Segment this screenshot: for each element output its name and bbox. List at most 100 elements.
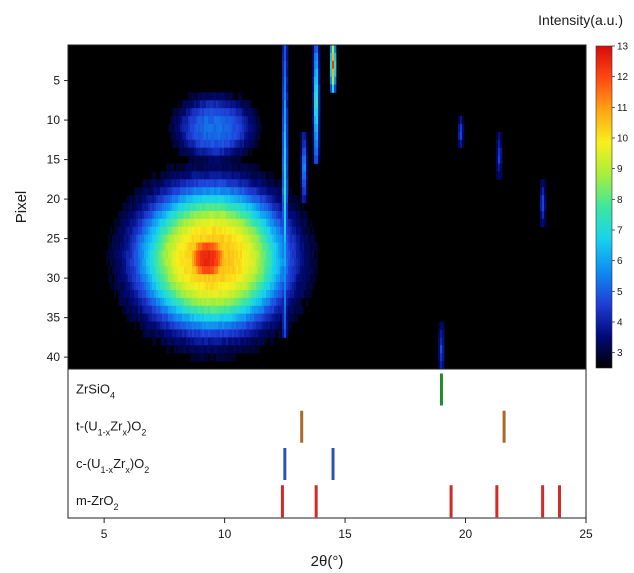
heatmap-cell — [242, 226, 245, 236]
heatmap-cell — [240, 131, 243, 141]
heatmap-cell — [158, 282, 161, 291]
heatmap-cell — [238, 226, 241, 236]
heatmap-cell — [300, 234, 303, 243]
heatmap-cell — [278, 234, 281, 243]
heatmap-cell — [156, 274, 159, 283]
heatmap-cell — [108, 234, 111, 243]
heatmap-cell — [126, 250, 129, 259]
heatmap-cell — [224, 266, 227, 275]
heatmap-cell — [208, 282, 211, 291]
heatmap-cell — [186, 329, 189, 338]
heatmap-cell — [234, 195, 237, 204]
heatmap-cell — [218, 139, 221, 149]
heatmap-cell — [206, 163, 209, 172]
heatmap-cell — [286, 100, 289, 109]
heatmap-cell — [148, 258, 151, 267]
heatmap-cell — [198, 345, 201, 354]
heatmap-cell — [146, 179, 149, 188]
heatmap-cell — [194, 353, 197, 362]
heatmap-cell — [206, 187, 209, 196]
heatmap-cell — [178, 266, 181, 275]
heatmap-cell — [180, 266, 183, 275]
heatmap-cell — [148, 179, 151, 188]
heatmap-cell — [246, 203, 249, 212]
heatmap-cell — [236, 116, 239, 125]
heatmap-cell — [210, 329, 213, 338]
heatmap-cell — [120, 218, 123, 228]
heatmap-cell — [222, 250, 225, 259]
heatmap-cell — [190, 289, 193, 299]
heatmap-cell — [160, 226, 163, 236]
heatmap-cell — [140, 187, 143, 196]
heatmap-cell — [308, 266, 311, 275]
heatmap-cell — [314, 52, 317, 62]
heatmap-cell — [200, 297, 203, 307]
heatmap-cell — [276, 258, 279, 267]
heatmap-cell — [264, 210, 267, 220]
heatmap-cell — [198, 218, 201, 228]
heatmap-cell — [542, 179, 545, 188]
heatmap-cell — [214, 195, 217, 204]
heatmap-cell — [116, 282, 119, 291]
colorbar-tick-label: 6 — [617, 256, 623, 267]
heatmap-cell — [112, 258, 115, 267]
phase-label: m-ZrO2 — [76, 493, 119, 512]
heatmap-cell — [230, 297, 233, 307]
heatmap-cell — [302, 203, 305, 212]
heatmap-cell — [496, 171, 499, 180]
heatmap-cell — [250, 242, 253, 251]
heatmap-cell — [172, 171, 175, 180]
heatmap-cell — [440, 329, 443, 338]
heatmap-cell — [462, 131, 465, 141]
heatmap-cell — [202, 329, 205, 338]
heatmap-cell — [284, 163, 287, 172]
heatmap-cell — [306, 218, 309, 228]
heatmap-cell — [214, 305, 217, 315]
heatmap-cell — [284, 282, 287, 291]
heatmap-cell — [242, 313, 245, 322]
heatmap-cell — [262, 274, 265, 283]
heatmap-cell — [196, 250, 199, 259]
heatmap-cell — [304, 226, 307, 236]
heatmap-cell — [218, 163, 221, 172]
heatmap-cell — [190, 234, 193, 243]
heatmap-cell — [134, 321, 137, 330]
heatmap-cell — [300, 171, 303, 180]
heatmap-cell — [194, 163, 197, 172]
heatmap-cell — [210, 195, 213, 204]
heatmap-cell — [248, 195, 251, 204]
heatmap-cell — [250, 313, 253, 322]
heatmap-cell — [174, 210, 177, 220]
heatmap-cell — [134, 266, 137, 275]
heatmap-cell — [262, 203, 265, 212]
heatmap-cell — [216, 258, 219, 267]
heatmap-cell — [162, 242, 165, 251]
heatmap-cell — [230, 179, 233, 188]
heatmap-cell — [288, 274, 291, 283]
heatmap-cell — [228, 282, 231, 291]
heatmap-cell — [226, 100, 229, 109]
heatmap-cell — [282, 289, 285, 299]
heatmap-cell — [226, 187, 229, 196]
heatmap-cell — [130, 234, 133, 243]
heatmap-cell — [172, 282, 175, 291]
heatmap-cell — [238, 116, 241, 125]
heatmap-cell — [208, 155, 211, 164]
heatmap-cell — [222, 131, 225, 141]
heatmap-cell — [306, 226, 309, 236]
heatmap-cell — [282, 266, 285, 275]
heatmap-cell — [254, 203, 257, 212]
heatmap-cell — [194, 337, 197, 346]
heatmap-cell — [252, 337, 255, 346]
heatmap-cell — [122, 274, 125, 283]
heatmap-cell — [220, 226, 223, 236]
heatmap-cell — [278, 195, 281, 204]
heatmap-cell — [204, 345, 207, 354]
heatmap-cell — [232, 345, 235, 354]
heatmap-cell — [216, 108, 219, 117]
heatmap-cell — [130, 218, 133, 228]
heatmap-cell — [188, 179, 191, 188]
heatmap-cell — [172, 187, 175, 196]
heatmap-cell — [168, 313, 171, 322]
heatmap-cell — [170, 179, 173, 188]
